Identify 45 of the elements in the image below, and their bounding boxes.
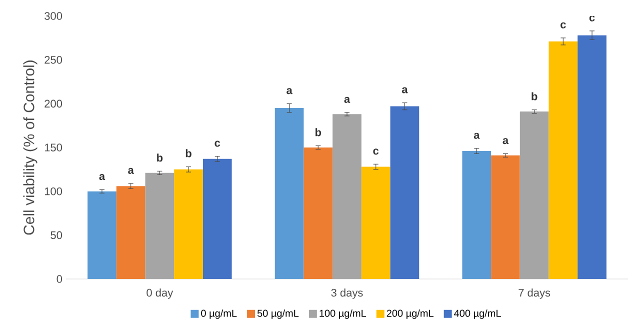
y-tick-label: 200 (44, 100, 62, 108)
data-label: a (402, 87, 408, 94)
legend-label: 100 µg/mL (320, 310, 366, 319)
data-label: b (532, 92, 538, 100)
bar (361, 166, 390, 279)
bar (578, 35, 606, 279)
bar (145, 172, 174, 279)
data-label: a (474, 132, 480, 139)
data-label: c (560, 22, 566, 28)
y-tick-label: 100 (44, 187, 62, 196)
bar (332, 114, 362, 279)
data-label: a (128, 168, 134, 174)
data-label: c (214, 140, 220, 147)
data-label: a (99, 174, 106, 180)
legend-label: 400 µg/mL (454, 310, 501, 319)
y-tick-label: 150 (44, 144, 62, 152)
y-axis-title: Cell viability (% of Control) (23, 60, 38, 235)
data-label: b (316, 128, 322, 136)
data-label: a (344, 96, 350, 103)
legend-label: 0 µg/mL (201, 310, 237, 319)
bar (274, 108, 304, 279)
bar (491, 155, 520, 279)
legend-label: 200 µg/mL (386, 310, 434, 319)
bar (304, 148, 333, 279)
x-tick-label: 0 day (146, 288, 174, 299)
bar (390, 106, 420, 279)
data-label: b (186, 149, 192, 158)
data-label: a (286, 88, 292, 94)
y-tick-label: 250 (44, 56, 62, 64)
legend-label: 50 µg/mL (257, 310, 299, 319)
y-tick-label: 50 (50, 231, 62, 240)
bar (548, 41, 578, 279)
data-label: c (373, 148, 379, 155)
x-tick-label: 7 days (518, 288, 550, 299)
y-tick-label: 300 (44, 12, 62, 20)
data-label: b (157, 154, 163, 162)
data-label: a (502, 138, 509, 144)
bar (174, 169, 203, 279)
bar (520, 112, 549, 279)
bar (116, 186, 146, 279)
x-tick-label: 3 days (331, 288, 363, 299)
bar (462, 151, 492, 279)
bar (202, 158, 232, 279)
y-tick-label: 0 (56, 275, 62, 283)
bar (88, 191, 116, 279)
